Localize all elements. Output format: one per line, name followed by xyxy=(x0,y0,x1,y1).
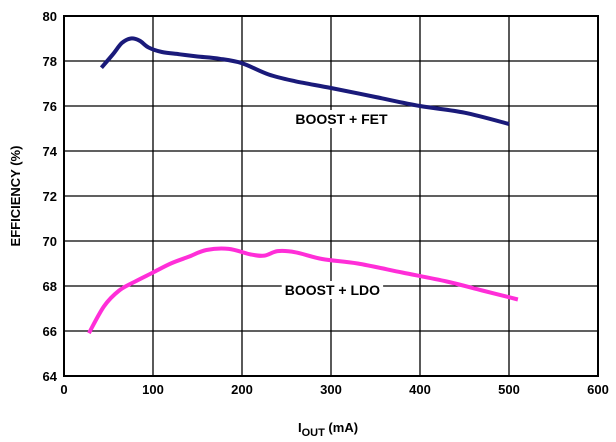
series-label-backdrop-boost-fet xyxy=(292,110,392,128)
y-tick-labels: 64 66 68 70 72 74 76 78 80 xyxy=(43,9,58,384)
x-tick-label-0: 0 xyxy=(60,382,67,397)
y-axis-title: EFFICIENCY (%) xyxy=(8,146,23,247)
x-axis-title-subscript: OUT xyxy=(302,427,326,439)
series-lines xyxy=(87,36,519,335)
x-tick-label-100: 100 xyxy=(142,382,164,397)
y-tick-label-64: 64 xyxy=(43,369,58,384)
y-tick-label-74: 74 xyxy=(43,144,58,159)
x-tick-label-400: 400 xyxy=(409,382,431,397)
y-tick-label-68: 68 xyxy=(43,279,57,294)
plot-frame xyxy=(63,15,599,377)
series-label-backdrop-boost-ldo xyxy=(281,281,384,299)
series-label-boost-ldo: BOOST + LDO xyxy=(285,282,380,298)
x-tick-label-600: 600 xyxy=(587,382,609,397)
x-tick-label-500: 500 xyxy=(498,382,520,397)
x-tick-label-200: 200 xyxy=(231,382,253,397)
y-tick-label-76: 76 xyxy=(43,99,57,114)
y-tick-label-72: 72 xyxy=(43,189,57,204)
grid xyxy=(63,15,599,377)
series-labels: BOOST + FET BOOST + LDO xyxy=(281,110,392,299)
y-tick-label-66: 66 xyxy=(43,324,57,339)
x-tick-label-300: 300 xyxy=(320,382,342,397)
series-label-boost-fet: BOOST + FET xyxy=(295,111,388,127)
x-tick-labels: 0 100 200 300 400 500 600 xyxy=(60,382,608,397)
x-axis-title-main: I xyxy=(298,420,302,435)
y-tick-label-80: 80 xyxy=(43,9,57,24)
x-axis-title-unit: (mA) xyxy=(325,420,358,435)
y-tick-label-78: 78 xyxy=(43,54,57,69)
series-line-boost-ldo xyxy=(87,246,519,335)
x-axis-title: IOUT (mA) xyxy=(298,420,358,439)
series-line-boost-fet xyxy=(99,36,510,126)
y-tick-label-70: 70 xyxy=(43,234,57,249)
